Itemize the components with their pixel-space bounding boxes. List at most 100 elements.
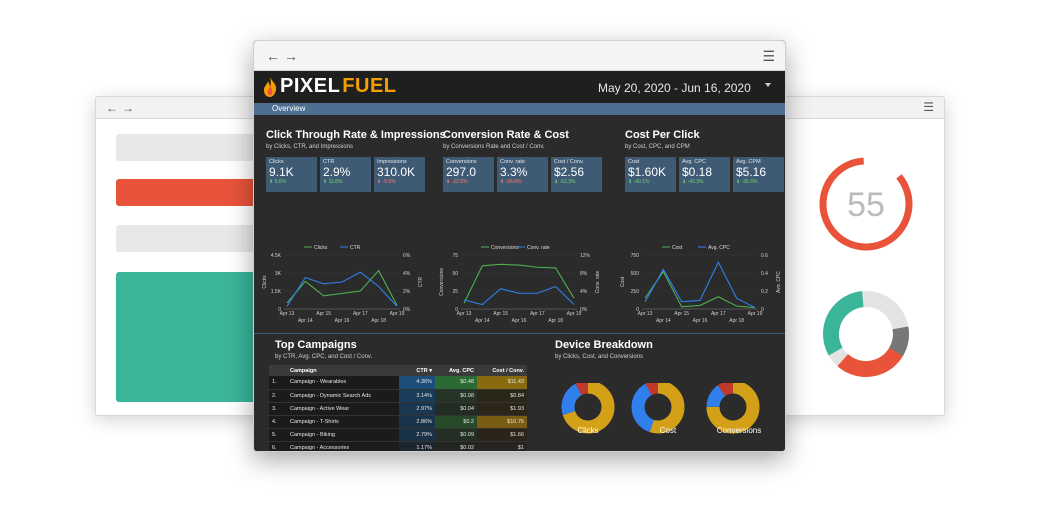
cpc-cell: $0.02 (435, 441, 477, 451)
table-row[interactable]: 1. Campaign - Wearables 4.36% $0.48 $11.… (269, 376, 527, 390)
donut-slice-cost (631, 383, 685, 434)
scorecard-value: 2.9% (323, 165, 351, 179)
campaigns-table-panel: Campaign CTR ▾ Avg. CPC Cost / Conv. 1. … (269, 365, 527, 451)
scorecard-conv-rate: Conv. rate 3.3% ⬇ -26.6% (497, 157, 548, 192)
y-tick-label: 4.5K (271, 253, 282, 259)
row-index: 1. (269, 376, 287, 390)
chevron-down-icon[interactable] (765, 83, 771, 87)
x-tick-label: Apr 15 (316, 311, 331, 317)
device-section: Device Breakdown by Clicks, Cost, and Co… (555, 339, 653, 360)
scorecard-label: Conversions (446, 159, 477, 165)
scorecard-label: Avg. CPC (682, 159, 707, 165)
line-chart-conversions: Conversions Conv. rate 75 50 25 0 12% 8% 4% 0% Con… (439, 245, 599, 324)
gauge-value: 55 (847, 186, 885, 224)
cpc-cell: $0.04 (435, 402, 477, 416)
table-header-cost-conv[interactable]: Cost / Conv. (477, 365, 527, 376)
y2-tick-label: 12% (580, 253, 591, 259)
section-title: Cost Per Click (625, 129, 700, 141)
window-titlebar: ←→ ☰ (254, 41, 785, 71)
campaign-name: Campaign - Active Wear (287, 402, 399, 416)
section-subtitle: by CTR, Avg. CPC, and Cost / Conv. (275, 354, 373, 360)
series-line-cost (644, 270, 756, 309)
menu-icon[interactable]: ☰ (762, 48, 775, 64)
scorecard-value: 310.0K (377, 165, 416, 179)
legend-label: Avg. CPC (708, 245, 730, 251)
row-index: 2. (269, 389, 287, 403)
donut-slice-conversions (706, 383, 760, 434)
cpc-cell: $0.48 (435, 376, 477, 390)
y-tick-label: 750 (631, 253, 640, 259)
table-row[interactable]: 2. Campaign - Dynamic Search Ads 3.14% $… (269, 389, 527, 403)
series-line-avg-cpc (644, 260, 756, 309)
campaigns-table: Campaign CTR ▾ Avg. CPC Cost / Conv. 1. … (269, 365, 527, 451)
scorecard-label: Avg. CPM (736, 159, 761, 165)
right-window-graphics: 55 (819, 157, 913, 377)
nav-arrows-icon[interactable]: ←→ (266, 48, 302, 64)
campaign-name: Campaign - T-Shirts (287, 415, 399, 429)
scorecard-delta: ⬇ -40.1% (628, 179, 650, 185)
donut-slice-cost (631, 383, 685, 434)
scorecard-delta: ⬆ 5.6% (269, 179, 286, 185)
row-index: 6. (269, 441, 287, 451)
table-row[interactable]: 4. Campaign - T-Shirts 2.86% $0.2 $10.76 (269, 415, 527, 429)
section-title: Conversion Rate & Cost (443, 129, 569, 141)
scorecard-value: 297.0 (446, 165, 477, 179)
y2-axis-label: Conv. rate (595, 270, 599, 293)
menu-icon[interactable]: ☰ (923, 100, 934, 114)
row-index: 3. (269, 402, 287, 416)
table-row[interactable]: 5. Campaign - Biking 2.79% $0.09 $1.66 (269, 428, 527, 442)
ctr-cell: 2.79% (399, 428, 435, 442)
tab-overview[interactable]: Overview (272, 104, 306, 113)
scorecard-delta: ⬇ -26.6% (500, 179, 522, 185)
x-tick-label: Apr 15 (674, 311, 689, 317)
cost-conv-cell: $0.84 (477, 389, 527, 403)
scorecard-delta: ⬇ -63.3% (554, 179, 576, 185)
cpc-cell: $0.09 (435, 428, 477, 442)
x-tick-label: Apr 19 (567, 311, 582, 317)
y2-tick-label: 0.4 (761, 271, 768, 277)
campaign-name: Campaign - Wearables (287, 376, 399, 390)
scorecard-delta: ⬇ -22.5% (446, 179, 468, 185)
dashboard-header: PIXEL FUEL May 20, 2020 - Jun 16, 2020 (254, 71, 785, 103)
logo: PIXEL FUEL (262, 75, 397, 98)
table-header-avg-cpc[interactable]: Avg. CPC (435, 365, 477, 376)
table-row[interactable]: 3. Campaign - Active Wear 2.97% $0.04 $1… (269, 402, 527, 416)
y2-tick-label: 0% (580, 307, 588, 313)
y2-tick-label: 0 (761, 307, 764, 313)
y-tick-label: 250 (631, 289, 640, 295)
scorecard-value: $2.56 (554, 165, 585, 179)
x-tick-label: Apr 19 (390, 311, 405, 317)
table-header-ctr[interactable]: CTR ▾ (399, 365, 435, 376)
donut-slice-clicks (561, 383, 615, 434)
placeholder-bar (116, 134, 276, 161)
x-tick-label: Apr 14 (298, 318, 313, 324)
scorecard-avg-cpc: Avg. CPC $0.18 ⬇ -43.3% (679, 157, 730, 192)
y-tick-label: 0 (278, 307, 281, 313)
cost-conv-cell: $1 (477, 441, 527, 451)
ctr-cell: 4.36% (399, 376, 435, 390)
logo-text-pixel: PIXEL (280, 75, 341, 97)
date-range-selector[interactable]: May 20, 2020 - Jun 16, 2020 (598, 81, 751, 95)
y2-tick-label: 0% (403, 307, 411, 313)
y-axis-label: Conversions (439, 268, 445, 296)
campaigns-section: Top Campaigns by CTR, Avg. CPC, and Cost… (275, 339, 372, 360)
x-tick-label: Apr 18 (371, 318, 386, 324)
y-tick-label: 500 (631, 271, 640, 277)
cost-conv-cell: $11.43 (477, 376, 527, 390)
table-row[interactable]: 6. Campaign - Accessories 1.17% $0.02 $1 (269, 441, 527, 451)
donut-label-clicks: Clicks (577, 426, 599, 435)
section-subtitle: by Clicks, CTR, and Impressions (266, 144, 354, 150)
flame-icon (264, 76, 277, 97)
table-header-campaign[interactable]: Campaign (287, 365, 399, 376)
cost-conv-cell: $1.93 (477, 402, 527, 416)
cost-conv-cell: $1.66 (477, 428, 527, 442)
nav-arrows-icon[interactable]: ←→ (106, 101, 138, 115)
ctr-cell: 2.97% (399, 402, 435, 416)
x-tick-label: Apr 18 (729, 318, 744, 324)
ctr-cell: 1.17% (399, 441, 435, 451)
section-subtitle: by Conversions Rate and Cost / Conv. (443, 144, 545, 150)
scorecards: Clicks 9.1K ⬆ 5.6% CTR 2.9% ⬆ 11.8% Impressi… (266, 157, 446, 192)
x-tick-label: Apr 16 (693, 318, 708, 324)
y-tick-label: 75 (452, 253, 458, 259)
